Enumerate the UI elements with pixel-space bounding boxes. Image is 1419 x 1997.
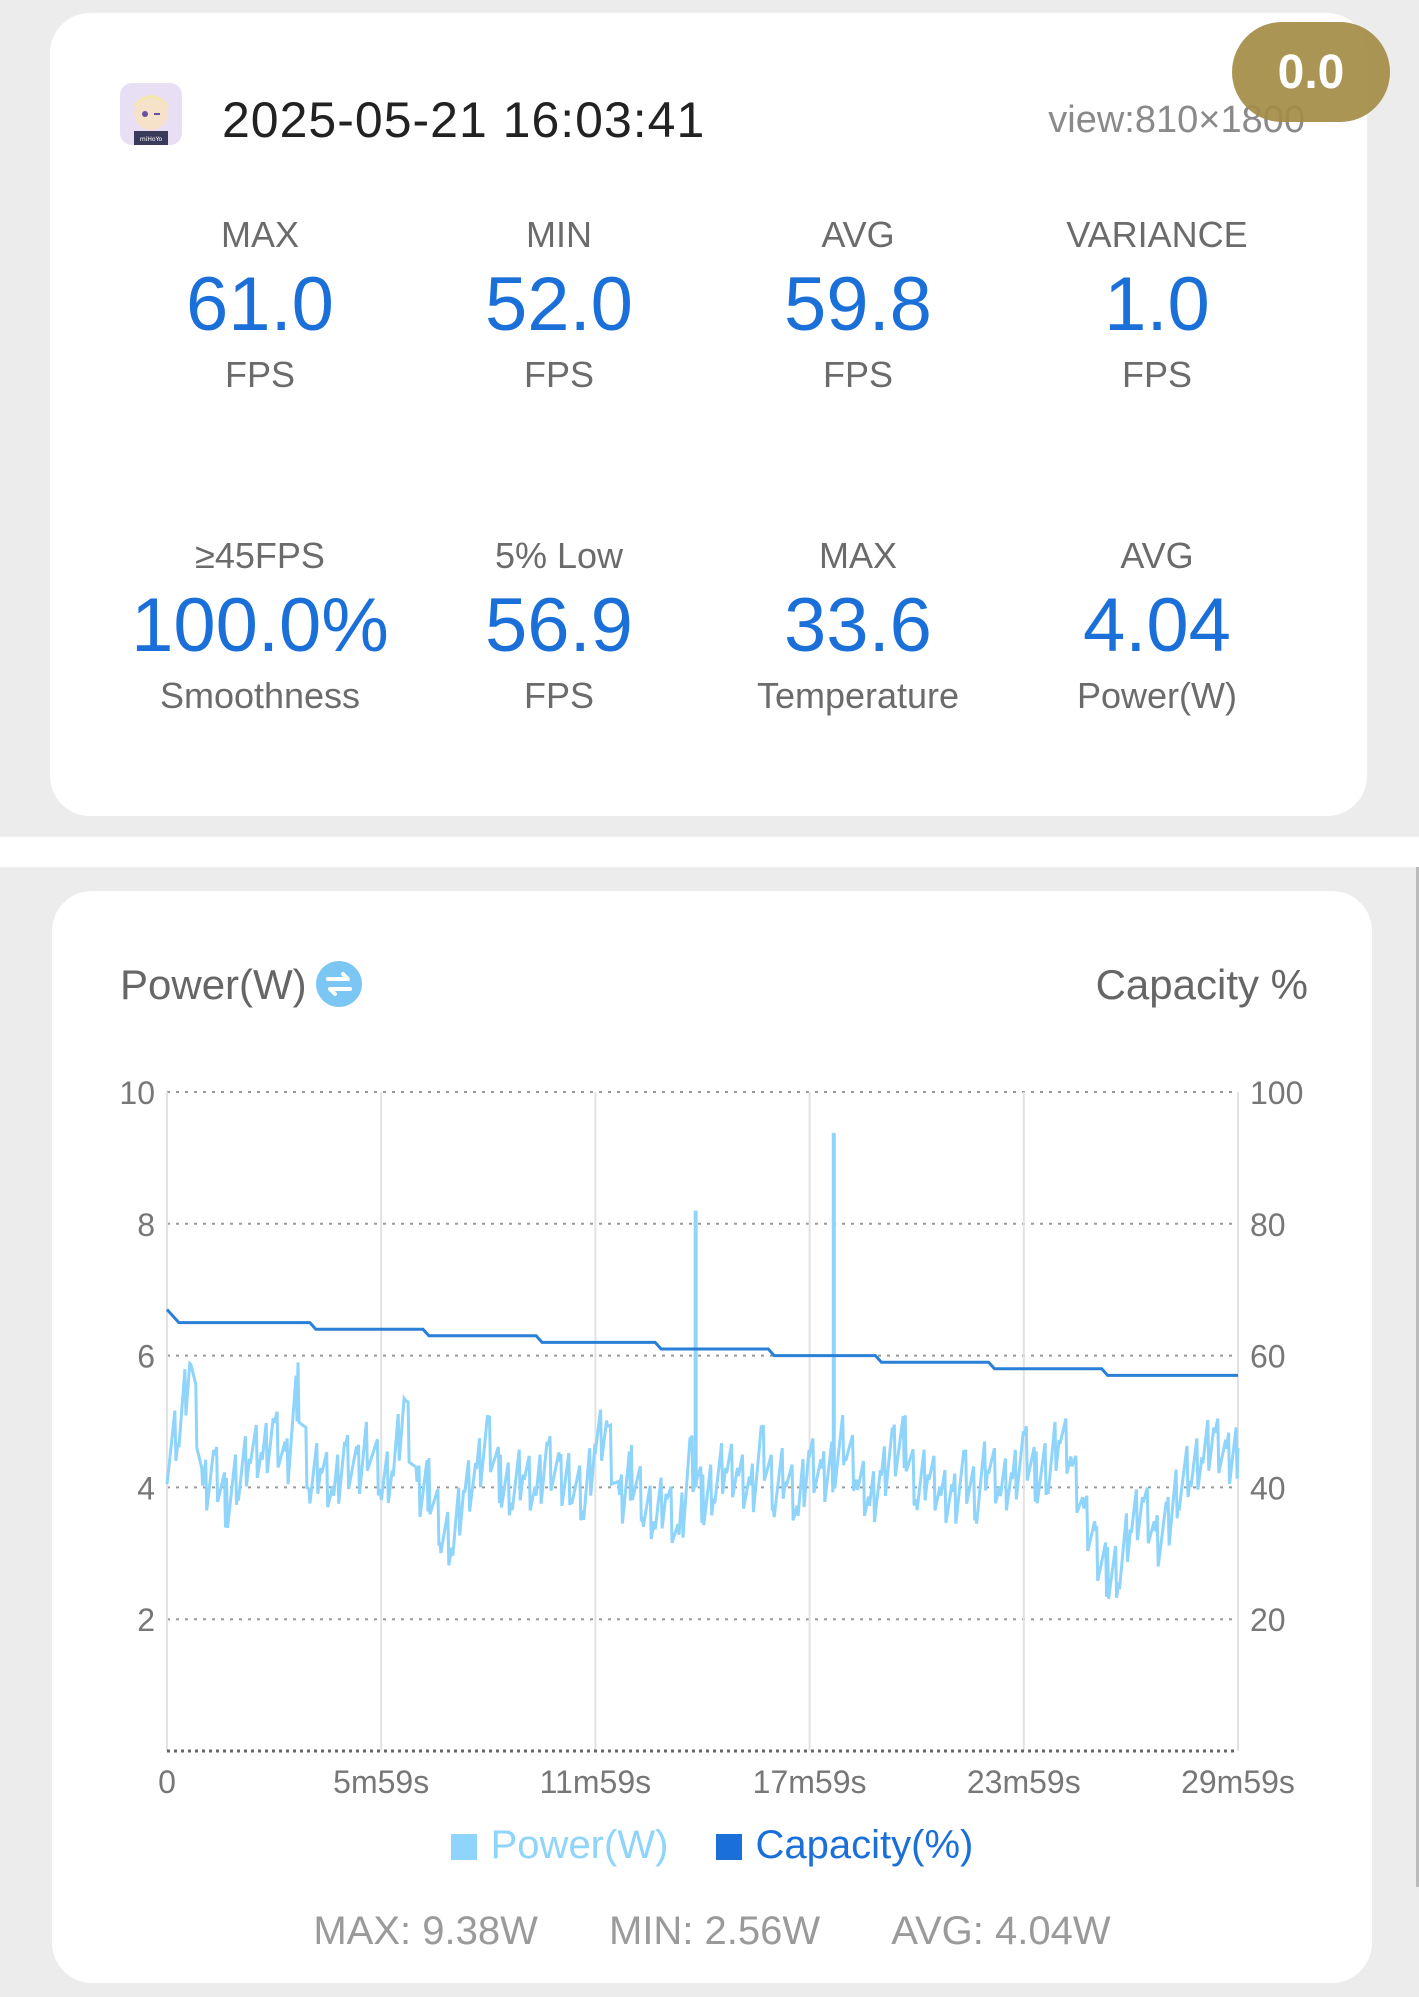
stat-variance-fps: VARIANCE 1.0 FPS: [1007, 213, 1307, 397]
stat-label: VARIANCE: [1066, 214, 1248, 255]
stat-label: 5% Low: [494, 535, 624, 576]
power-summary: MAX: 9.38W MIN: 2.56W AVG: 4.04W: [52, 1909, 1372, 1954]
stat-unit: Smoothness: [159, 675, 361, 716]
stat-value: 4.04: [1083, 583, 1231, 668]
y-left-tick-label: 2: [137, 1602, 155, 1638]
y-right-tick-label: 60: [1250, 1339, 1286, 1375]
stat-value: 59.8: [784, 262, 932, 347]
y-right-tick-label: 40: [1250, 1470, 1286, 1506]
legend-power-swatch: [450, 1834, 477, 1861]
power-capacity-chart: 2 20 4 40 6 60 8 80 10 100 0 5m59s 11m59s 17m59s 23m59…: [119, 1075, 1303, 1800]
capacity-series-line: [165, 1308, 1238, 1377]
app-icon[interactable]: miHoYo: [120, 83, 182, 145]
stat-value: 52.0: [485, 262, 633, 347]
stat-label: AVG: [821, 214, 895, 255]
stat-label: AVG: [1120, 535, 1194, 576]
legend-capacity-swatch: [715, 1834, 742, 1861]
stat-smoothness: ≥45FPS 100.0% Smoothness: [110, 534, 410, 718]
x-tick-label: 23m59s: [967, 1764, 1081, 1800]
stat-value: 1.0: [1104, 262, 1210, 347]
stat-max-fps: MAX 61.0 FPS: [110, 213, 410, 397]
stat-unit: FPS: [1121, 354, 1192, 395]
legend-capacity-label: Capacity(%): [755, 1822, 974, 1867]
power-chart-card: Power(W) Capacity % 2 20 4 40 6 60 8 80 10 100 0 5m…: [52, 891, 1372, 1983]
y-left-tick-label: 8: [137, 1207, 155, 1243]
session-timestamp: 2025-05-21 16:03:41: [222, 92, 706, 148]
score-badge[interactable]: 0.0: [1232, 22, 1390, 122]
scroll-edge: [1416, 867, 1419, 1887]
stat-5pct-low: 5% Low 56.9 FPS: [409, 534, 709, 718]
swap-icon[interactable]: [316, 961, 362, 1007]
stat-avg-fps: AVG 59.8 FPS: [708, 213, 1008, 397]
legend-power[interactable]: Power(W): [450, 1822, 669, 1867]
chart-left-axis-title: Power(W): [120, 961, 307, 1008]
stats-card: miHoYo 2025-05-21 16:03:41 view:810×1800…: [50, 13, 1367, 816]
y-left-tick-label: 4: [137, 1470, 155, 1506]
summary-min: MIN: 2.56W: [609, 1909, 821, 1953]
y-right-tick-label: 80: [1250, 1207, 1286, 1243]
x-tick-label: 17m59s: [753, 1764, 867, 1800]
x-tick-label: 29m59s: [1181, 1764, 1295, 1800]
legend-power-label: Power(W): [490, 1822, 669, 1867]
x-tick-label: 0: [158, 1764, 176, 1800]
svg-text:miHoYo: miHoYo: [140, 136, 163, 143]
y-left-tick-label: 10: [119, 1075, 155, 1111]
y-right-tick-label: 20: [1250, 1602, 1286, 1638]
x-tick-label: 11m59s: [540, 1764, 651, 1800]
summary-avg: AVG: 4.04W: [891, 1909, 1111, 1953]
stat-unit: Power(W): [1077, 675, 1237, 716]
chart-right-axis-title: Capacity %: [1095, 961, 1308, 1008]
stat-label: MAX: [220, 214, 299, 255]
stat-value: 100.0%: [131, 583, 389, 668]
legend-capacity[interactable]: Capacity(%): [715, 1822, 974, 1867]
summary-max: MAX: 9.38W: [313, 1909, 538, 1953]
stat-label: ≥45FPS: [195, 535, 325, 576]
stat-min-fps: MIN 52.0 FPS: [409, 213, 709, 397]
stat-avg-power: AVG 4.04 Power(W): [1007, 534, 1307, 718]
section-divider: [0, 837, 1419, 867]
stat-unit: FPS: [822, 354, 893, 395]
stat-value: 33.6: [784, 583, 932, 668]
stat-value: 56.9: [485, 583, 633, 668]
stat-label: MIN: [526, 214, 592, 255]
x-tick-label: 5m59s: [333, 1764, 429, 1800]
chart-legend: Power(W) Capacity(%): [52, 1821, 1372, 1868]
y-left-tick-label: 6: [137, 1339, 155, 1375]
stat-unit: FPS: [523, 354, 594, 395]
power-series-line: [165, 1360, 1240, 1599]
stat-unit: FPS: [523, 675, 594, 716]
stat-unit: Temperature: [756, 675, 960, 716]
stat-label: MAX: [818, 535, 897, 576]
stat-max-temperature: MAX 33.6 Temperature: [708, 534, 1008, 718]
stat-value: 61.0: [186, 262, 334, 347]
stat-unit: FPS: [224, 354, 295, 395]
y-right-tick-label: 100: [1250, 1075, 1303, 1111]
